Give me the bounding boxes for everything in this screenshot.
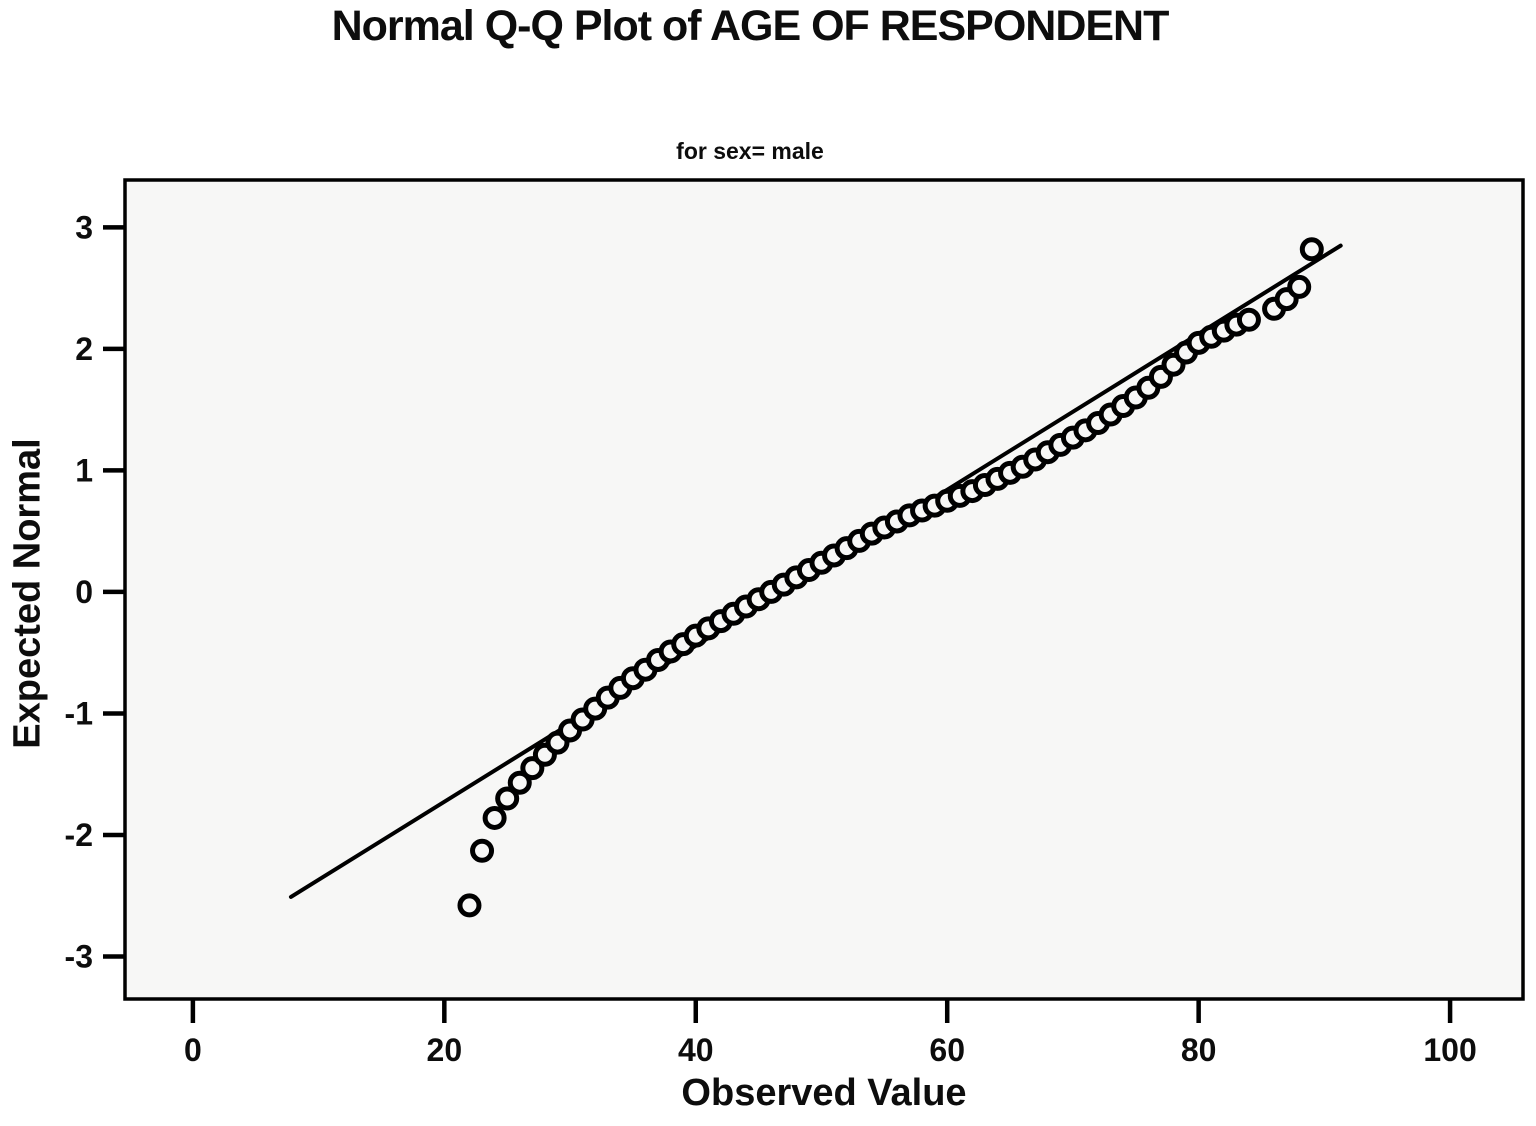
chart-subtitle: for sex= male [676,138,824,164]
x-tick-label: 80 [1181,1032,1217,1068]
data-point [470,838,495,863]
y-tick-label: -3 [65,938,93,974]
x-tick-label: 40 [678,1032,714,1068]
plot-frame [123,178,1525,1001]
data-point [495,786,520,811]
x-tick-label: 0 [184,1032,202,1068]
chart-title: Normal Q-Q Plot of AGE OF RESPONDENT [331,2,1170,50]
x-tick-label: 100 [1423,1032,1476,1068]
y-tick-label: 3 [75,209,93,245]
x-tick-label: 20 [427,1032,463,1068]
y-tick-label: 1 [75,452,93,488]
y-tick-label: -1 [65,695,93,731]
data-point [1299,237,1324,262]
data-point [507,770,532,795]
x-axis-title: Observed Value [681,1072,967,1114]
y-tick-label: -2 [65,817,93,853]
data-point [1236,307,1261,332]
data-point [457,893,482,918]
data-point [1287,274,1312,299]
y-tick-label: 2 [75,331,93,367]
data-point [482,805,507,830]
x-tick-label: 60 [929,1032,965,1068]
y-tick-label: 0 [75,574,93,610]
